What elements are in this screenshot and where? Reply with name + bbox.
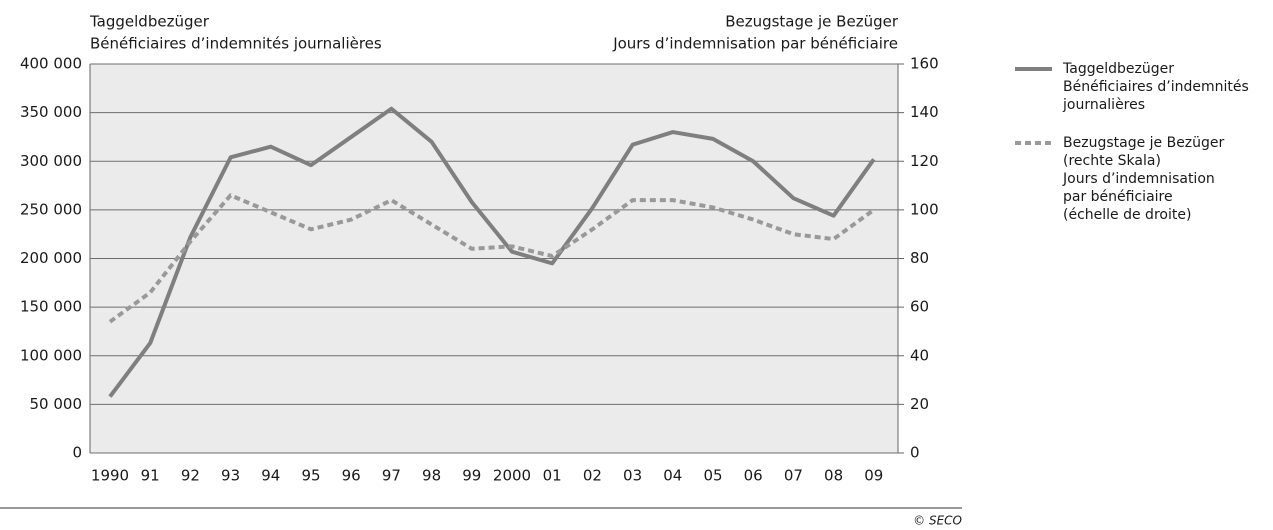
x-tick-label: 95: [301, 467, 320, 485]
y-axis-label: Taggeldbezüger: [89, 13, 210, 31]
y2-tick-label: 60: [910, 298, 929, 316]
y-tick-label: 300 000: [20, 152, 82, 170]
x-tick-label: 08: [824, 467, 843, 485]
x-tick-label: 2000: [493, 467, 531, 485]
x-tick-label: 03: [623, 467, 642, 485]
y-tick-label: 50 000: [30, 395, 83, 413]
x-tick-label: 93: [221, 467, 240, 485]
x-tick-label: 02: [583, 467, 602, 485]
x-tick-label: 92: [181, 467, 200, 485]
x-tick-label: 97: [382, 467, 401, 485]
y-tick-label: 400 000: [20, 55, 82, 73]
legend-label: Taggeldbezüger Bénéficiaires d’indemnité…: [1063, 61, 1249, 113]
x-tick-label: 06: [744, 467, 763, 485]
x-tick-label: 04: [663, 467, 682, 485]
x-tick-label: 05: [703, 467, 722, 485]
y2-axis-label: Bezugstage je Bezüger: [725, 13, 899, 31]
x-tick-label: 94: [261, 467, 280, 485]
y2-tick-label: 160: [910, 55, 939, 73]
y2-tick-label: 20: [910, 395, 929, 413]
x-tick-label: 09: [864, 467, 883, 485]
x-tick-label: 01: [543, 467, 562, 485]
y2-tick-label: 0: [910, 444, 920, 462]
y2-tick-label: 140: [910, 103, 939, 121]
y-tick-label: 150 000: [20, 298, 82, 316]
series-line: [108, 106, 876, 398]
x-tick-label: 98: [422, 467, 441, 485]
source: © SECO: [913, 514, 962, 528]
y-tick-label: 200 000: [20, 249, 82, 267]
x-tick-label: 91: [141, 467, 160, 485]
y2-axis-label: Jours d’indemnisation par bénéficiaire: [612, 35, 898, 53]
y-tick-label: 100 000: [20, 346, 82, 364]
y-tick-label: 250 000: [20, 200, 82, 218]
y-tick-label: 0: [72, 444, 82, 462]
x-tick-label: 96: [342, 467, 361, 485]
series-line: [108, 193, 875, 324]
y2-tick-label: 100: [910, 200, 939, 218]
y-axis-label: Bénéficiaires d’indemnités journalières: [90, 35, 382, 53]
y2-tick-label: 120: [910, 152, 939, 170]
y2-tick-label: 40: [910, 346, 929, 364]
legend-label: Bezugstage je Bezüger (rechte Skala) Jou…: [1063, 135, 1225, 223]
y2-tick-label: 80: [910, 249, 929, 267]
x-tick-label: 99: [462, 467, 481, 485]
y-tick-label: 350 000: [20, 103, 82, 121]
x-tick-label: 1990: [91, 467, 129, 485]
x-tick-label: 07: [784, 467, 803, 485]
